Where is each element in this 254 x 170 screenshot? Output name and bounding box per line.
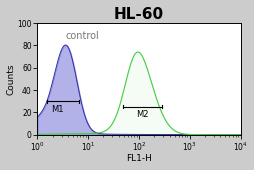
X-axis label: FL1-H: FL1-H — [125, 154, 151, 163]
Text: M1: M1 — [51, 105, 64, 114]
Title: HL-60: HL-60 — [114, 7, 163, 22]
Y-axis label: Counts: Counts — [7, 63, 16, 95]
Text: M2: M2 — [136, 110, 148, 119]
Text: control: control — [65, 31, 99, 41]
